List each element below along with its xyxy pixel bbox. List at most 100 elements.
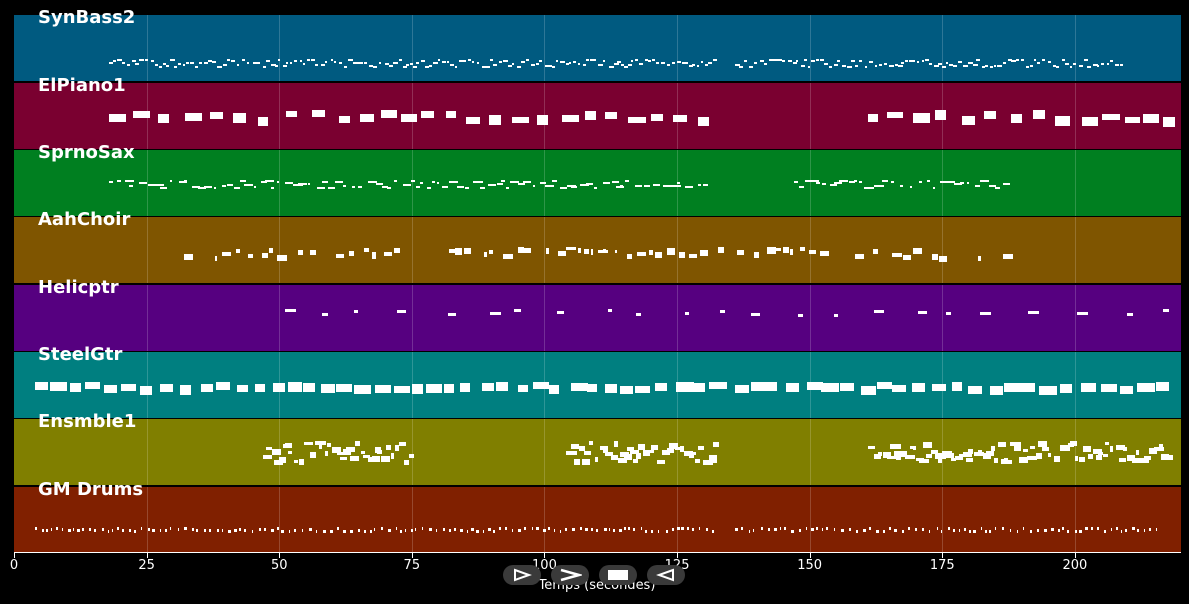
note <box>628 117 647 124</box>
note <box>489 59 493 61</box>
note <box>677 61 682 63</box>
rewind-button[interactable] <box>647 565 685 585</box>
note <box>222 252 232 257</box>
note <box>209 112 224 119</box>
grid-line <box>279 83 281 149</box>
grid-line <box>809 419 811 485</box>
note <box>902 530 905 533</box>
note <box>1058 529 1060 532</box>
note <box>617 458 628 464</box>
track-sprnosax <box>14 150 1181 216</box>
note <box>591 249 594 255</box>
note <box>448 529 451 532</box>
note <box>1001 527 1005 530</box>
note <box>1059 384 1073 393</box>
note <box>669 443 679 449</box>
grid-line <box>677 217 679 283</box>
note <box>986 451 995 457</box>
note <box>1088 454 1093 459</box>
note <box>1139 458 1150 463</box>
note <box>858 181 863 183</box>
fast-forward-button[interactable] <box>551 565 589 585</box>
note <box>605 384 617 394</box>
note <box>1009 529 1011 532</box>
note <box>801 65 806 67</box>
note <box>1144 456 1151 460</box>
note <box>1037 62 1041 64</box>
note <box>990 66 993 68</box>
note <box>1036 529 1039 532</box>
note <box>501 180 505 182</box>
note <box>572 528 576 531</box>
note <box>1056 66 1059 68</box>
note <box>804 59 807 61</box>
note <box>998 442 1006 447</box>
note <box>833 314 838 317</box>
note <box>216 529 219 532</box>
note <box>124 180 134 182</box>
note <box>696 65 699 67</box>
track-steelgtr <box>14 352 1181 418</box>
note <box>603 182 611 184</box>
note <box>511 529 514 532</box>
note <box>304 442 313 446</box>
note <box>275 65 278 67</box>
note <box>410 180 415 182</box>
note <box>1125 529 1127 532</box>
note <box>596 529 599 532</box>
note <box>580 527 582 530</box>
note <box>1051 528 1054 531</box>
note <box>265 180 274 182</box>
note <box>368 65 374 67</box>
note <box>689 254 697 259</box>
note <box>138 59 144 61</box>
note <box>676 382 695 392</box>
note <box>946 453 954 459</box>
note <box>388 529 391 532</box>
grid-line <box>1074 285 1076 351</box>
note <box>644 530 648 533</box>
note <box>607 309 613 312</box>
note <box>994 187 1000 189</box>
note <box>602 448 608 453</box>
note <box>263 455 272 460</box>
note <box>1055 116 1071 126</box>
note <box>324 61 328 63</box>
note <box>574 459 580 465</box>
note <box>1123 447 1127 452</box>
note <box>1006 460 1013 465</box>
note <box>1053 65 1056 67</box>
note <box>666 64 670 66</box>
note <box>255 384 266 392</box>
note <box>1100 63 1104 65</box>
note <box>381 527 384 530</box>
note <box>180 385 192 395</box>
note <box>571 186 577 188</box>
note <box>774 528 778 531</box>
note <box>967 386 982 394</box>
note <box>935 110 946 120</box>
note <box>784 527 786 530</box>
note <box>286 62 289 64</box>
track-label-text: Ensmble1 <box>38 411 137 432</box>
note <box>705 64 709 66</box>
note <box>603 249 607 253</box>
note <box>403 184 411 186</box>
note <box>648 60 651 62</box>
note <box>692 452 697 456</box>
note <box>634 59 638 61</box>
stop-button[interactable] <box>599 565 637 585</box>
x-axis-tick <box>1074 553 1076 558</box>
note <box>985 65 989 67</box>
note <box>577 63 581 65</box>
play-button[interactable] <box>503 565 541 585</box>
play-icon <box>514 568 532 582</box>
note <box>1003 458 1008 464</box>
note <box>1105 442 1110 446</box>
grid-line <box>1074 487 1076 553</box>
note <box>271 449 282 455</box>
note <box>815 527 819 530</box>
note <box>129 185 133 187</box>
note <box>594 457 599 463</box>
note <box>1155 528 1157 531</box>
